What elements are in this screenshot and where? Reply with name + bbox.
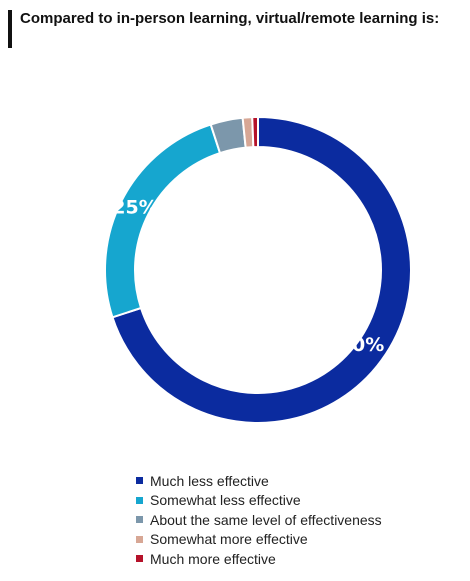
legend-item-about-the-same-level-of-effectiveness: About the same level of effectiveness — [136, 510, 382, 530]
data-label-somewhat-less-effective: 25% — [112, 196, 157, 218]
donut-chart: 70% 25% — [104, 115, 412, 424]
slice-somewhat-less-effective — [104, 123, 222, 319]
slice-much-more-effective — [251, 115, 259, 149]
donut-slices — [104, 115, 412, 424]
donut-data-labels: 70% 25% — [112, 196, 384, 356]
legend-item-somewhat-more-effective: Somewhat more effective — [136, 530, 382, 550]
legend-item-somewhat-less-effective: Somewhat less effective — [136, 491, 382, 511]
title-accent-bar — [8, 10, 12, 48]
legend-swatch — [136, 496, 143, 504]
legend-item-much-less-effective: Much less effective — [136, 471, 382, 491]
legend-label: Much more effective — [150, 550, 276, 567]
data-label-much-less-effective: 70% — [339, 334, 384, 356]
legend-label: About the same level of effectiveness — [150, 511, 382, 528]
legend-swatch — [136, 477, 143, 485]
legend-label: Somewhat more effective — [150, 531, 308, 548]
legend-label: Much less effective — [150, 472, 269, 489]
legend-label: Somewhat less effective — [150, 492, 301, 509]
legend-swatch — [136, 516, 143, 524]
chart-title: Compared to in-person learning, virtual/… — [20, 10, 440, 27]
chart-legend: Much less effective Somewhat less effecti… — [136, 471, 382, 569]
legend-swatch — [136, 535, 143, 543]
legend-swatch — [136, 555, 143, 563]
slice-much-less-effective — [111, 115, 412, 424]
legend-item-much-more-effective: Much more effective — [136, 549, 382, 569]
